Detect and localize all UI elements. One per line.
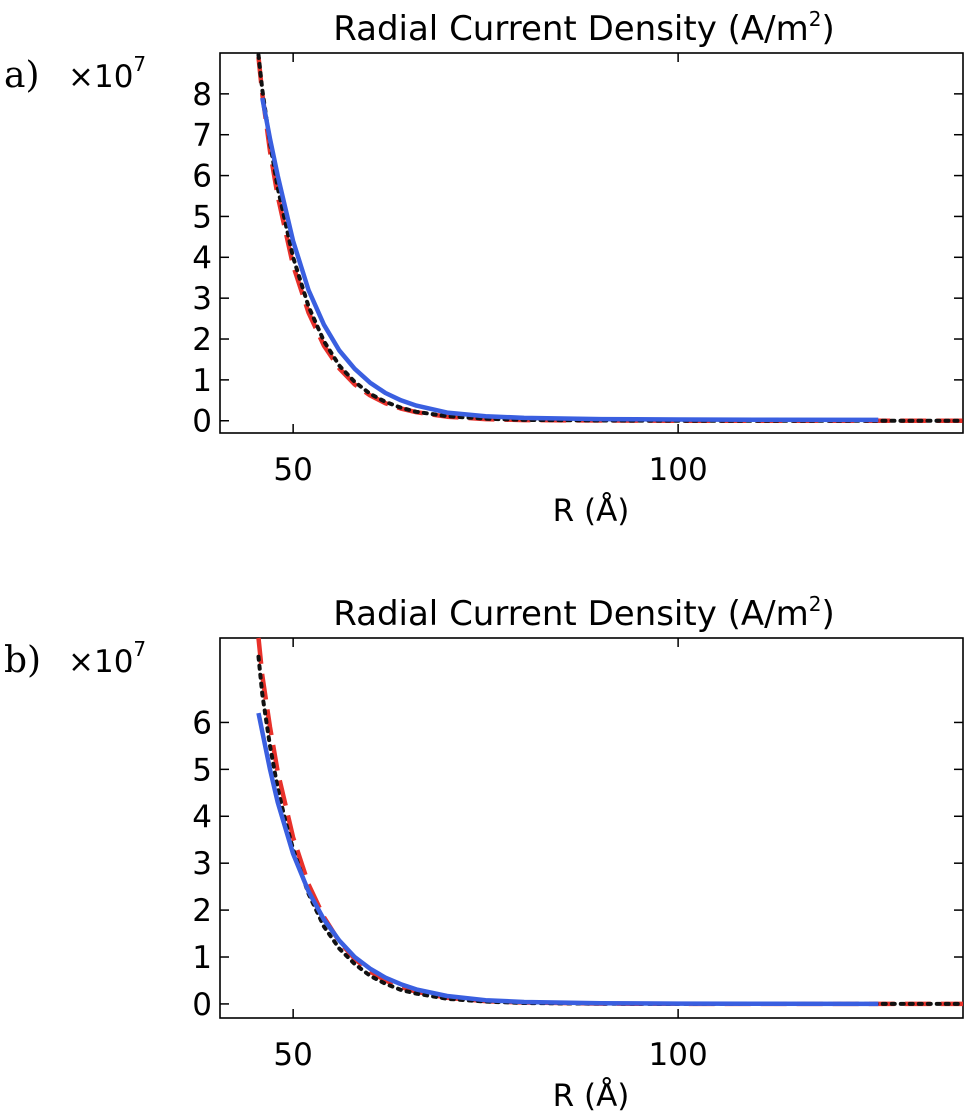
y-multiplier-a: ×107	[68, 52, 146, 95]
solid-series	[260, 97, 879, 423]
y-ticks-b: 0 1 2 3 4 5 6	[192, 705, 963, 1023]
plot-area-b	[256, 637, 965, 1007]
y-tick-label: 4	[192, 240, 212, 276]
chart-title-b: Radial Current Density (A/m2)	[333, 592, 835, 634]
x-axis-label-b: R (Å)	[553, 1078, 630, 1114]
y-tick-label: 6	[192, 159, 212, 195]
x-tick-label: 100	[649, 452, 708, 488]
plot-frame-b	[219, 637, 964, 1019]
dashed-series	[256, 56, 963, 423]
panel-label-a: a)	[4, 55, 40, 96]
y-tick-label: 2	[192, 893, 212, 929]
x-tick-label: 50	[273, 452, 312, 488]
x-tick-label: 50	[273, 1037, 312, 1073]
y-tick-label: 6	[192, 705, 212, 741]
dashed-series	[256, 637, 963, 1007]
panel-label-b: b)	[4, 640, 41, 681]
y-tick-label: 0	[192, 987, 212, 1023]
x-tick-label: 100	[649, 1037, 708, 1073]
panel-b: b) ×107 Radial Current Density (A/m2) 0 1…	[4, 592, 965, 1114]
dotted-series	[256, 654, 965, 1006]
plot-area-a	[256, 53, 965, 423]
plot-frame-a	[219, 52, 964, 434]
y-tick-label: 4	[192, 799, 212, 835]
y-tick-label: 7	[192, 118, 212, 154]
y-tick-label: 8	[192, 77, 212, 113]
y-tick-label: 2	[192, 322, 212, 358]
x-axis-label-a: R (Å)	[553, 493, 630, 529]
y-tick-label: 5	[192, 199, 212, 235]
y-tick-label: 3	[192, 846, 212, 882]
y-ticks-a: 0 1 2 3 4 5 6 7 8	[192, 77, 963, 440]
y-tick-label: 5	[192, 752, 212, 788]
y-tick-label: 3	[192, 281, 212, 317]
x-ticks-b: 50 100	[273, 638, 708, 1073]
y-tick-label: 1	[192, 940, 212, 976]
solid-series	[256, 712, 879, 1007]
dotted-series	[256, 53, 965, 423]
y-multiplier-b: ×107	[68, 637, 146, 680]
panel-a: a) ×107 Radial Current Density (A/m2) 0 1…	[4, 7, 965, 529]
x-ticks-a: 50 100	[273, 53, 708, 488]
y-tick-label: 1	[192, 363, 212, 399]
y-tick-label: 0	[192, 404, 212, 440]
chart-title-a: Radial Current Density (A/m2)	[333, 7, 835, 49]
